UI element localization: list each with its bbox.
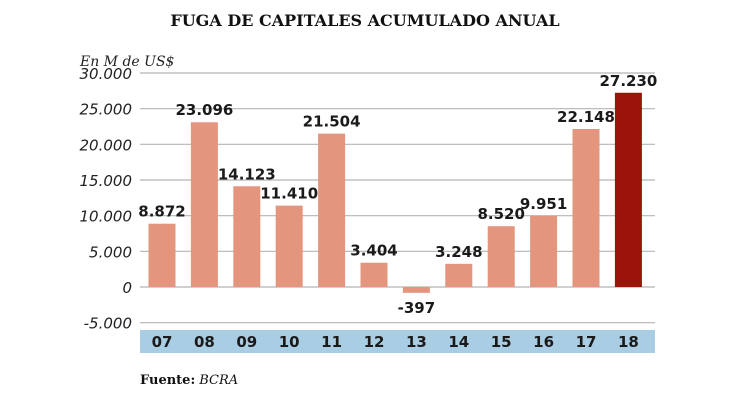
y-tick-label: 0 xyxy=(122,279,132,297)
bar-17 xyxy=(572,129,600,287)
bar-09 xyxy=(233,186,261,287)
y-tick-label: 30.000 xyxy=(80,65,133,83)
data-label: 9.951 xyxy=(520,195,567,213)
y-tick-label: 5.000 xyxy=(89,243,132,261)
bar-14 xyxy=(445,263,473,287)
data-label: 23.096 xyxy=(175,101,233,119)
chart-title: FUGA DE CAPITALES ACUMULADO ANUAL xyxy=(170,11,559,30)
x-tick-label: 16 xyxy=(533,333,554,351)
x-tick-label: 09 xyxy=(236,333,257,351)
x-tick-label: 07 xyxy=(152,333,173,351)
y-tick-label: -5.000 xyxy=(84,315,132,333)
x-tick-label: 14 xyxy=(448,333,469,351)
bar-11 xyxy=(318,133,346,287)
data-label: 27.230 xyxy=(599,72,657,90)
x-tick-label: 08 xyxy=(194,333,215,351)
bar-10 xyxy=(275,205,303,287)
bar-07 xyxy=(148,223,176,287)
bar-08 xyxy=(190,122,218,287)
bar-13 xyxy=(402,287,430,293)
x-tick-label: 11 xyxy=(321,333,342,351)
bar-15 xyxy=(487,226,515,287)
data-label: 8.872 xyxy=(138,203,185,221)
bar-16 xyxy=(530,216,558,287)
source-note: Fuente: BCRA xyxy=(140,373,238,388)
data-label: 21.504 xyxy=(303,113,361,131)
data-label: 8.520 xyxy=(477,205,524,223)
data-label: 3.404 xyxy=(350,242,397,260)
x-tick-label: 18 xyxy=(618,333,639,351)
x-tick-label: 17 xyxy=(576,333,597,351)
source-label: Fuente: xyxy=(140,373,195,388)
data-label: 14.123 xyxy=(218,165,276,183)
x-tick-label: 13 xyxy=(406,333,427,351)
x-tick-label: 12 xyxy=(364,333,385,351)
source-value: BCRA xyxy=(198,373,238,388)
data-label: 22.148 xyxy=(557,108,615,126)
bar-18 xyxy=(614,92,642,287)
x-tick-label: 10 xyxy=(279,333,300,351)
y-axis-unit-label: En M de US$ xyxy=(79,54,175,70)
x-tick-label: 15 xyxy=(491,333,512,351)
y-tick-label: 20.000 xyxy=(80,136,133,154)
y-tick-label: 15.000 xyxy=(80,172,133,190)
y-tick-label: 25.000 xyxy=(80,101,133,119)
data-label: -397 xyxy=(398,299,436,317)
data-label: 3.248 xyxy=(435,243,482,261)
data-label: 11.410 xyxy=(260,185,318,203)
bar-12 xyxy=(360,262,388,287)
y-tick-label: 10.000 xyxy=(80,208,133,226)
category-axis-band xyxy=(140,330,655,353)
